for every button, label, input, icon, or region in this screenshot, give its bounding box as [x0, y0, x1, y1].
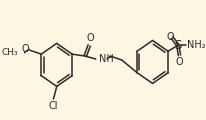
Text: O: O: [86, 33, 94, 43]
Text: O: O: [166, 32, 173, 42]
Text: Cl: Cl: [48, 101, 58, 111]
Text: CH₃: CH₃: [1, 48, 18, 57]
Text: NH: NH: [98, 54, 113, 64]
Text: NH₂: NH₂: [186, 40, 204, 50]
Text: S: S: [173, 39, 181, 52]
Text: O: O: [21, 44, 29, 54]
Text: O: O: [175, 57, 182, 67]
